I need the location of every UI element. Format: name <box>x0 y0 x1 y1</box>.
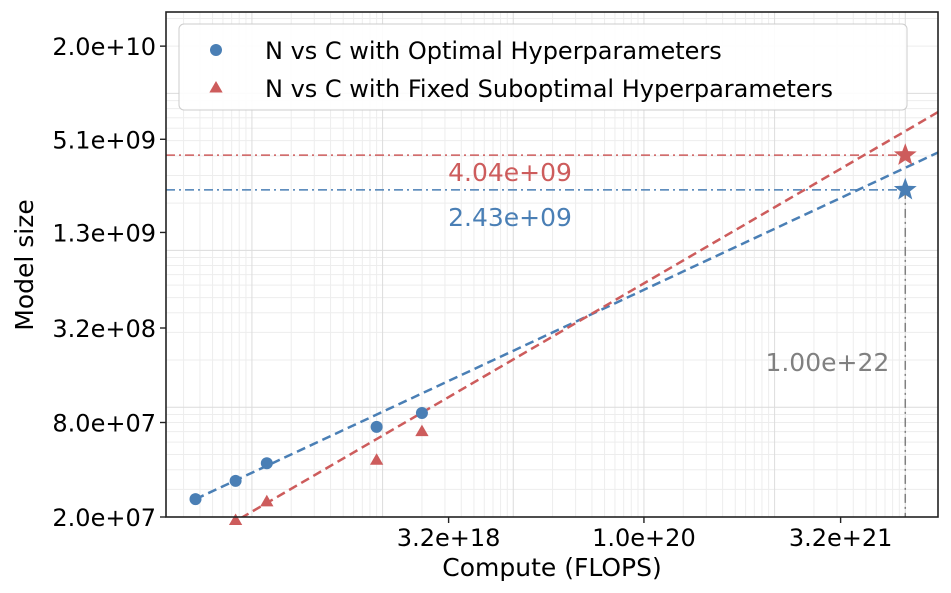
y-tick-label: 1.3e+09 <box>52 219 156 247</box>
x-axis-ticks: 3.2e+18 1.0e+20 3.2e+21 <box>397 517 893 552</box>
legend-label: N vs C with Fixed Suboptimal Hyperparame… <box>265 75 833 103</box>
fit-lines <box>194 111 938 517</box>
data-point <box>415 424 429 437</box>
prediction-star <box>893 177 917 200</box>
legend-marker <box>209 81 223 93</box>
legend-marker <box>210 44 222 56</box>
y-tick-label: 2.0e+10 <box>52 33 156 61</box>
y-tick-label: 2.0e+07 <box>52 504 156 532</box>
plot-frame <box>165 11 939 518</box>
optimal-prediction-label: 2.43e+09 <box>448 203 572 232</box>
y-tick-label: 8.0e+07 <box>52 410 156 438</box>
y-axis-ticks: 2.0e+07 8.0e+07 3.2e+08 1.3e+09 5.1e+09 2.0e+… <box>52 33 166 532</box>
legend-label: N vs C with Optimal Hyperparameters <box>265 37 722 65</box>
value-labels: 4.04e+09 2.43e+09 1.00e+22 <box>448 158 889 377</box>
x-tick-label: 3.2e+21 <box>789 524 893 552</box>
legend: N vs C with Optimal Hyperparameters N vs … <box>178 23 908 111</box>
data-point <box>189 493 202 506</box>
y-tick-label: 5.1e+09 <box>52 126 156 154</box>
x-tick-label: 3.2e+18 <box>397 524 501 552</box>
data-point <box>369 453 384 465</box>
y-tick-label: 3.2e+08 <box>52 315 156 343</box>
data-point <box>260 457 273 470</box>
data-point <box>228 513 243 526</box>
data-points <box>189 406 429 526</box>
suboptimal-prediction-label: 4.04e+09 <box>448 158 572 187</box>
x-tick-label: 1.0e+20 <box>592 524 696 552</box>
legend-box <box>178 23 908 111</box>
prediction-star <box>893 143 917 165</box>
x-axis-label: Compute (FLOPS) <box>442 553 662 582</box>
prediction-stars <box>893 143 917 200</box>
compute-annotation-label: 1.00e+22 <box>765 348 889 377</box>
fit-line <box>240 111 938 517</box>
data-point <box>260 494 274 507</box>
reference-lines <box>166 154 907 517</box>
data-point <box>415 406 428 419</box>
data-point <box>370 420 383 433</box>
fit-line <box>194 151 938 501</box>
y-axis-label: Model size <box>10 199 39 330</box>
data-point <box>229 474 242 487</box>
